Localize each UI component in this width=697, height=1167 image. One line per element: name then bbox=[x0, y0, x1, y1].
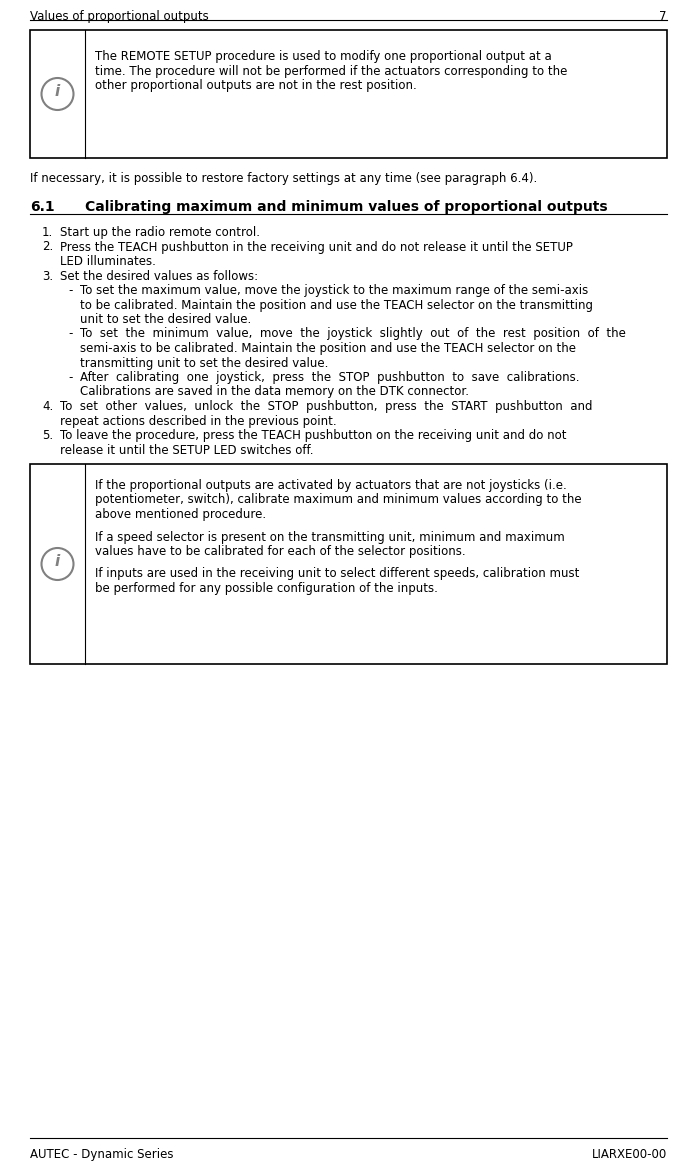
Text: Press the TEACH pushbutton in the receiving unit and do not release it until the: Press the TEACH pushbutton in the receiv… bbox=[60, 240, 573, 253]
Text: values have to be calibrated for each of the selector positions.: values have to be calibrated for each of… bbox=[95, 545, 466, 558]
Text: If the proportional outputs are activated by actuators that are not joysticks (i: If the proportional outputs are activate… bbox=[95, 478, 567, 492]
Text: Start up the radio remote control.: Start up the radio remote control. bbox=[60, 226, 260, 239]
Text: Set the desired values as follows:: Set the desired values as follows: bbox=[60, 270, 258, 282]
Text: above mentioned procedure.: above mentioned procedure. bbox=[95, 508, 266, 520]
Text: 4.: 4. bbox=[42, 400, 53, 413]
Text: 2.: 2. bbox=[42, 240, 53, 253]
Text: be performed for any possible configuration of the inputs.: be performed for any possible configurat… bbox=[95, 582, 438, 595]
Text: LED illuminates.: LED illuminates. bbox=[60, 256, 156, 268]
Text: The REMOTE SETUP procedure is used to modify one proportional output at a: The REMOTE SETUP procedure is used to mo… bbox=[95, 50, 552, 63]
Text: Values of proportional outputs: Values of proportional outputs bbox=[30, 11, 208, 23]
Text: If inputs are used in the receiving unit to select different speeds, calibration: If inputs are used in the receiving unit… bbox=[95, 567, 579, 580]
Text: 1.: 1. bbox=[42, 226, 53, 239]
Text: i: i bbox=[55, 553, 60, 568]
Text: repeat actions described in the previous point.: repeat actions described in the previous… bbox=[60, 414, 337, 427]
Text: unit to set the desired value.: unit to set the desired value. bbox=[80, 313, 251, 326]
Text: -: - bbox=[68, 328, 72, 341]
Text: To  set  other  values,  unlock  the  STOP  pushbutton,  press  the  START  push: To set other values, unlock the STOP pus… bbox=[60, 400, 592, 413]
Text: If a speed selector is present on the transmitting unit, minimum and maximum: If a speed selector is present on the tr… bbox=[95, 531, 565, 544]
Text: to be calibrated. Maintain the position and use the TEACH selector on the transm: to be calibrated. Maintain the position … bbox=[80, 299, 593, 312]
Text: To set the maximum value, move the joystick to the maximum range of the semi-axi: To set the maximum value, move the joyst… bbox=[80, 284, 588, 296]
Text: AUTEC - Dynamic Series: AUTEC - Dynamic Series bbox=[30, 1148, 174, 1161]
Text: If necessary, it is possible to restore factory settings at any time (see paragr: If necessary, it is possible to restore … bbox=[30, 172, 537, 186]
Text: 6.1: 6.1 bbox=[30, 200, 54, 214]
Text: transmitting unit to set the desired value.: transmitting unit to set the desired val… bbox=[80, 356, 328, 370]
Text: potentiometer, switch), calibrate maximum and minimum values according to the: potentiometer, switch), calibrate maximu… bbox=[95, 494, 581, 506]
Text: LIARXE00-00: LIARXE00-00 bbox=[592, 1148, 667, 1161]
Text: To leave the procedure, press the TEACH pushbutton on the receiving unit and do : To leave the procedure, press the TEACH … bbox=[60, 429, 567, 442]
Text: 3.: 3. bbox=[42, 270, 53, 282]
Text: i: i bbox=[55, 84, 60, 98]
Text: 7: 7 bbox=[659, 11, 667, 23]
Text: -: - bbox=[68, 284, 72, 296]
Text: Calibrations are saved in the data memory on the DTK connector.: Calibrations are saved in the data memor… bbox=[80, 385, 469, 398]
FancyBboxPatch shape bbox=[30, 464, 667, 664]
Text: release it until the SETUP LED switches off.: release it until the SETUP LED switches … bbox=[60, 443, 314, 456]
Text: Calibrating maximum and minimum values of proportional outputs: Calibrating maximum and minimum values o… bbox=[85, 200, 608, 214]
Text: time. The procedure will not be performed if the actuators corresponding to the: time. The procedure will not be performe… bbox=[95, 64, 567, 77]
Text: After  calibrating  one  joystick,  press  the  STOP  pushbutton  to  save  cali: After calibrating one joystick, press th… bbox=[80, 371, 579, 384]
Text: semi-axis to be calibrated. Maintain the position and use the TEACH selector on : semi-axis to be calibrated. Maintain the… bbox=[80, 342, 576, 355]
Text: other proportional outputs are not in the rest position.: other proportional outputs are not in th… bbox=[95, 79, 417, 92]
Text: To  set  the  minimum  value,  move  the  joystick  slightly  out  of  the  rest: To set the minimum value, move the joyst… bbox=[80, 328, 626, 341]
FancyBboxPatch shape bbox=[30, 30, 667, 158]
Text: -: - bbox=[68, 371, 72, 384]
Text: 5.: 5. bbox=[42, 429, 53, 442]
